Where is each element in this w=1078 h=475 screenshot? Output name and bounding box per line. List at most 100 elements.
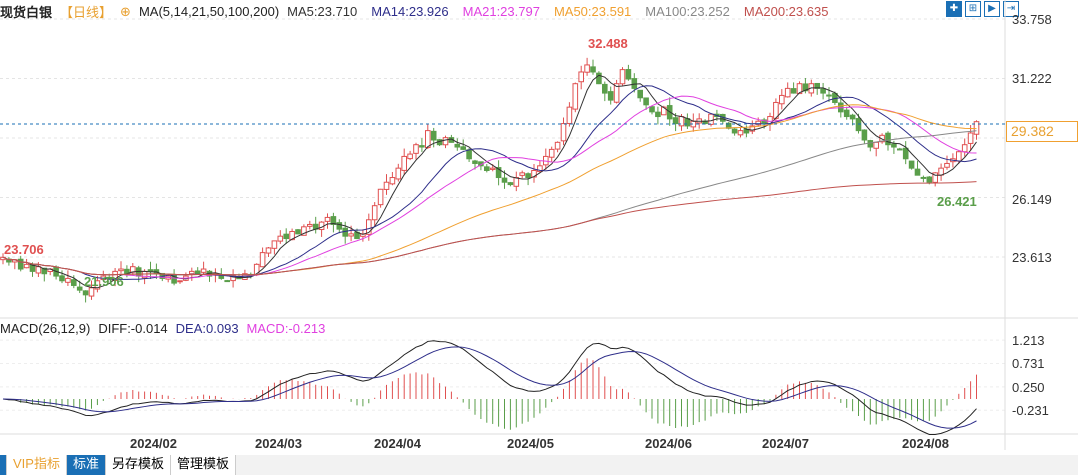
candle-body (602, 83, 608, 94)
candle-body (956, 151, 962, 162)
price-axis-label: 23.613 (1012, 250, 1052, 265)
ma50-line (2, 104, 977, 276)
candle-body (885, 132, 891, 146)
candle-body (731, 128, 738, 134)
candle-body (619, 69, 626, 85)
candle-body (779, 94, 785, 105)
candle-body (590, 66, 596, 73)
price-axis-label: 26.149 (1012, 192, 1052, 207)
date-label: 2024/07 (762, 436, 809, 451)
candle-body (649, 106, 655, 113)
macd-axis-label: 0.731 (1012, 356, 1045, 371)
candle-body (472, 160, 478, 164)
candle-body (301, 226, 307, 236)
candle-body (961, 144, 968, 153)
candle-body (489, 167, 496, 170)
settings-icon[interactable]: ⊕ (120, 3, 131, 19)
candle-body (790, 88, 797, 94)
candle-body (525, 173, 531, 179)
candle-body (419, 145, 425, 148)
candle-body (867, 140, 874, 148)
period-label[interactable]: 【日线】 (60, 5, 113, 20)
macd-dea: DEA:0.093 (175, 321, 239, 336)
candle-body (566, 106, 573, 124)
chart-toolbar: ✚ ⊞ ▶ ⇥ (946, 1, 1019, 17)
date-label: 2024/06 (645, 436, 692, 451)
candle-body (826, 94, 832, 97)
candle-body (189, 270, 195, 275)
candle-body (926, 176, 933, 183)
ma-label: MA14:23.926 (371, 4, 449, 19)
candle-body (519, 172, 526, 176)
candle-body (607, 91, 614, 101)
crosshair-icon[interactable]: ✚ (946, 1, 962, 17)
candle-body (71, 279, 77, 286)
candle-body (920, 176, 927, 179)
candle-body (584, 64, 590, 73)
chart-header: 现货白银 【日线】 ⊕ MA(5,14,21,50,100,200) MA5:2… (0, 2, 828, 21)
candle-body (371, 205, 378, 221)
candle-body (82, 290, 89, 296)
candle-body (118, 268, 124, 272)
date-label: 2024/03 (255, 436, 302, 451)
tab-vip-indicators[interactable]: VIP指标 (7, 455, 67, 475)
candle-body (672, 117, 679, 125)
candle-body (501, 177, 508, 183)
shift-right-icon[interactable]: ⇥ (1003, 1, 1019, 17)
candle-body (932, 172, 939, 183)
tab-save-template[interactable]: 另存模板 (105, 455, 171, 475)
candle-body (395, 167, 402, 180)
candle-body (348, 233, 354, 237)
candle-body (849, 114, 856, 120)
candle-body (507, 182, 514, 186)
candle-body (389, 177, 396, 185)
ma-label: MA200:23.635 (743, 4, 829, 19)
candle-body (88, 287, 95, 297)
ma100-line (2, 130, 977, 276)
candle-body (330, 216, 337, 225)
price-axis-label: 33.758 (1012, 12, 1052, 27)
candle-body (784, 87, 791, 98)
candle-body (643, 97, 649, 106)
candle-body (755, 120, 762, 126)
date-label: 2024/04 (374, 436, 421, 451)
ma200-line (2, 181, 977, 276)
template-tabs: VIP指标 标准 另存模板 管理模板 (0, 455, 1078, 475)
candle-body (295, 229, 301, 235)
diff-line (2, 340, 977, 436)
candle-body (112, 270, 118, 282)
ma-label: MA100:23.252 (645, 4, 730, 19)
macd-params[interactable]: MACD(26,12,9) (0, 321, 91, 336)
candle-body (413, 144, 419, 154)
candle-body (914, 168, 921, 176)
candle-body (35, 266, 42, 274)
candle-body (271, 240, 278, 249)
instrument-name: 现货白银 (0, 5, 53, 20)
current-price-label: 29.382 (1006, 121, 1078, 142)
tab-standard[interactable]: 标准 (66, 455, 106, 475)
ma-params[interactable]: MA(5,14,21,50,100,200) (138, 4, 280, 19)
candle-body (460, 146, 466, 150)
candle-body (891, 143, 897, 148)
macd-axis-label: 1.213 (1012, 333, 1045, 348)
zoom-axis-icon[interactable]: ⊞ (965, 1, 981, 17)
candle-body (407, 153, 413, 160)
candle-body (194, 270, 201, 275)
date-label: 2024/05 (507, 436, 554, 451)
start-high-annotation: 23.706 (4, 242, 44, 257)
candle-body (324, 216, 331, 222)
candlestick-chart[interactable] (0, 0, 1078, 455)
candle-body (377, 188, 384, 206)
ma-label: MA50:23.591 (553, 4, 632, 19)
macd-value: MACD:-0.213 (246, 321, 326, 336)
macd-axis-label: -0.231 (1012, 403, 1049, 418)
candle-body (336, 222, 343, 230)
tab-marker (0, 455, 7, 475)
candle-body (495, 167, 502, 179)
candle-body (430, 130, 437, 141)
candle-body (902, 147, 909, 160)
price-axis-label: 31.222 (1012, 71, 1052, 86)
ma-label: MA21:23.797 (462, 4, 540, 19)
play-icon[interactable]: ▶ (984, 1, 1000, 17)
tab-manage-templates[interactable]: 管理模板 (171, 455, 237, 475)
